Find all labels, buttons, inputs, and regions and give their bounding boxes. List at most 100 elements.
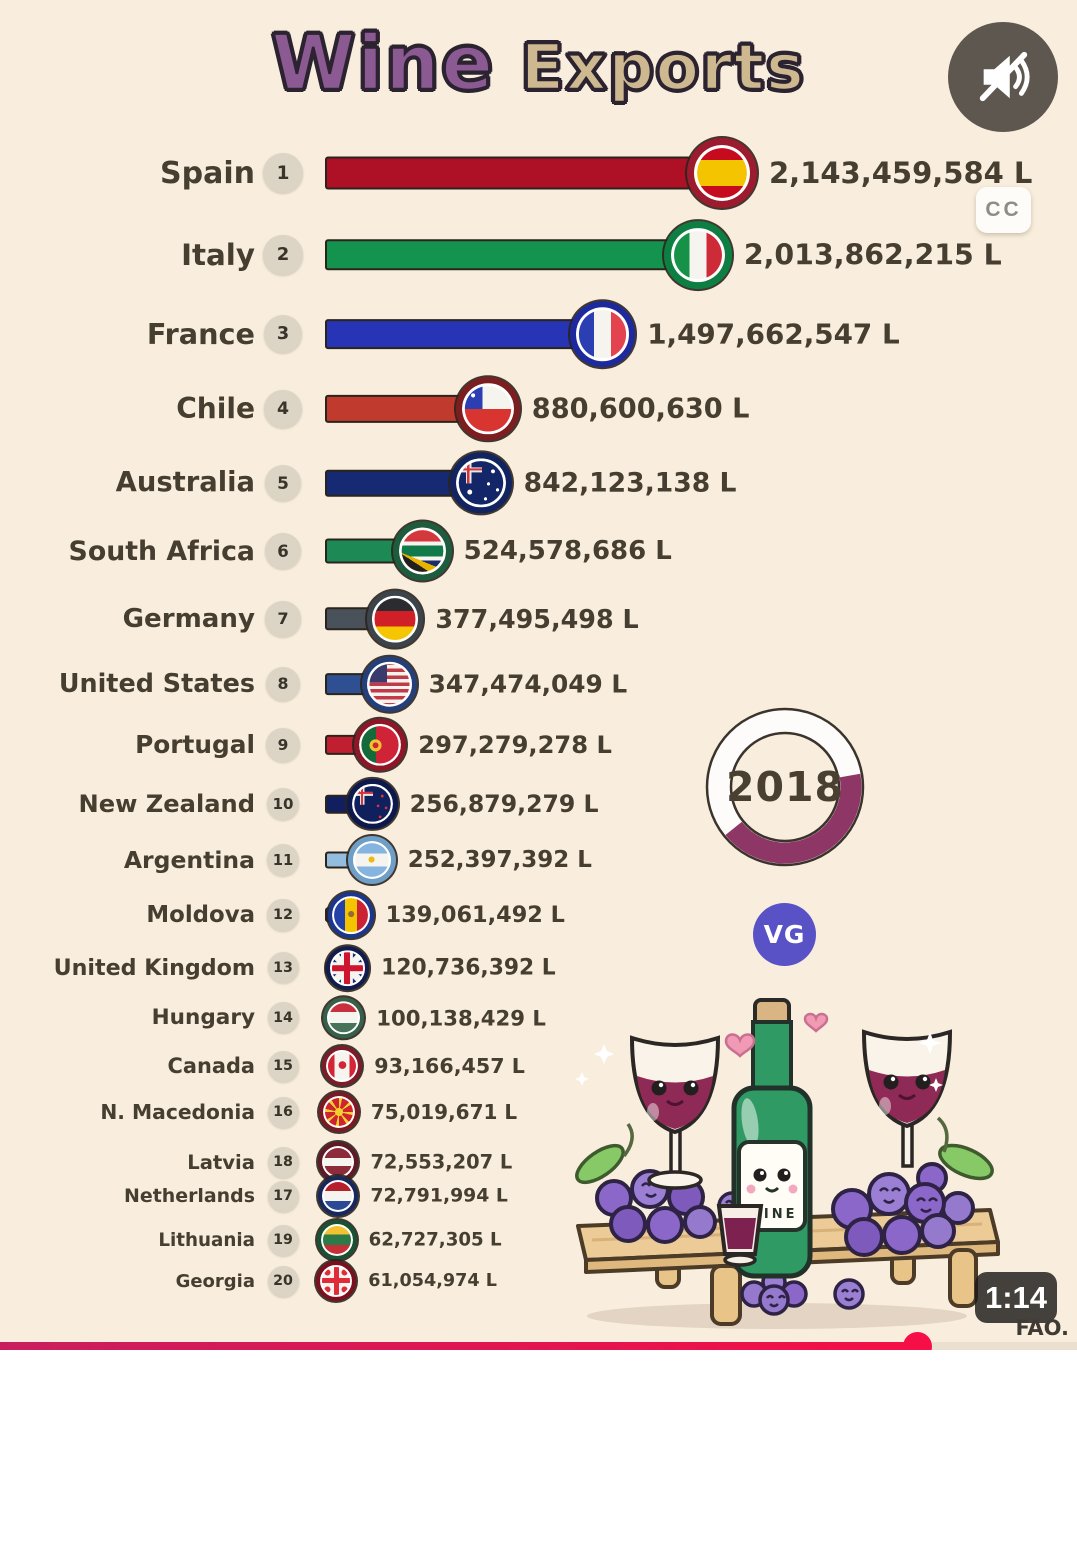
bar-track: 297,279,278 L: [325, 714, 1077, 776]
rank-badge: 11: [267, 844, 299, 876]
rank-badge-wrap: 12: [255, 899, 311, 931]
france-flag-icon: [569, 301, 636, 367]
rank-badge: 19: [267, 1224, 299, 1256]
chart-row: Spain 1 2,143,459,584 L: [0, 133, 1077, 213]
value-label: 2,143,459,584 L: [769, 156, 1033, 190]
chart-row: Portugal 9 297,279,278 L: [0, 714, 1077, 776]
bar-track: 100,138,429 L: [322, 992, 1077, 1043]
italy-flag-icon: [664, 221, 732, 289]
country-label: France: [146, 316, 255, 351]
moldova-flag-icon: [327, 892, 374, 938]
wine-glass-right: [861, 1029, 953, 1168]
rank-badge-wrap: 15: [255, 1050, 311, 1082]
value-label: 75,019,671 L: [370, 1100, 518, 1124]
muted-speaker-icon: [979, 51, 1030, 102]
rank-badge: 20: [267, 1265, 299, 1297]
grape-bunch-right: [831, 1116, 994, 1257]
value-label: 524,578,686 L: [463, 536, 672, 566]
value-label: 100,138,429 L: [376, 1005, 546, 1031]
heart-icons: [724, 1012, 829, 1058]
country-label: South Africa: [68, 535, 255, 567]
country-label: Latvia: [187, 1150, 255, 1174]
country-label: Hungary: [151, 1005, 255, 1031]
wine-cartoon-illustration: WINE: [575, 998, 1000, 1329]
australia-flag-icon: [450, 452, 512, 514]
progress-played: [0, 1342, 918, 1350]
rank-badge-wrap: 18: [255, 1146, 311, 1178]
bar-track: 93,166,457 L: [322, 1041, 1077, 1091]
rank-badge: 9: [266, 728, 300, 762]
rank-badge: 16: [267, 1096, 299, 1128]
rank-badge: 7: [265, 601, 301, 637]
export-bar: [325, 156, 722, 190]
rank-badge: 8: [265, 666, 301, 702]
video-frame[interactable]: Wine Exports Spain 1 2,143,459,584 L Italy 2 2…: [0, 0, 1077, 1361]
value-label: 347,474,049 L: [428, 669, 628, 699]
chart-row: United States 8 347,474,049 L: [0, 652, 1077, 717]
n-macedonia-flag-icon: [318, 1092, 359, 1132]
germany-flag-icon: [366, 590, 424, 648]
value-label: 1,497,662,547 L: [647, 317, 900, 351]
rank-badge: 5: [264, 464, 302, 502]
wine-bottle: WINE: [731, 998, 813, 1279]
mute-button[interactable]: [948, 22, 1058, 132]
rank-badge-wrap: 16: [255, 1096, 311, 1128]
table-shadow: [587, 1303, 967, 1329]
chart-row: Germany 7 377,495,498 L: [0, 586, 1077, 653]
chart-title-word1: Wine: [270, 17, 495, 109]
rank-badge-wrap: 1: [255, 153, 311, 193]
rank-badge: 6: [265, 533, 301, 569]
progress-bar[interactable]: [0, 1342, 1077, 1350]
value-label: 880,600,630 L: [531, 393, 750, 425]
bar-track: 120,736,392 L: [325, 941, 1077, 995]
chart-row: United Kingdom 13 120,736,392 L: [0, 941, 1077, 995]
chart-title-word2: Exports: [520, 30, 806, 106]
rank-badge-wrap: 3: [255, 314, 311, 354]
grapes-below-table: [740, 1269, 865, 1316]
bar-track: 256,879,279 L: [325, 774, 1077, 834]
video-info-bar: VG The Largest Wine Exporters in the Wor…: [0, 1350, 1077, 1550]
rank-badge: 14: [267, 1002, 299, 1034]
rank-badge-wrap: 11: [255, 844, 311, 876]
rank-badge: 2: [263, 235, 303, 275]
rank-badge: 4: [264, 390, 302, 428]
sparkle-icons: [575, 1032, 943, 1092]
rank-badge: 1: [263, 153, 303, 193]
export-bar: [325, 239, 698, 271]
spain-flag-icon: [687, 138, 757, 208]
rank-badge-wrap: 6: [255, 533, 311, 569]
closed-captions-badge[interactable]: CC: [976, 187, 1031, 233]
chart-row: New Zealand 10 256,879,279 L: [0, 774, 1077, 834]
portugal-flag-icon: [353, 718, 407, 772]
chart-row: Argentina 11 252,397,392 L: [0, 831, 1077, 889]
value-label: 62,727,305 L: [368, 1229, 502, 1251]
value-label: 93,166,457 L: [374, 1054, 525, 1078]
chile-flag-icon: [456, 377, 520, 441]
south-africa-flag-icon: [392, 521, 452, 581]
year-progress-donut: [705, 707, 865, 867]
chart-row: South Africa 6 524,578,686 L: [0, 517, 1077, 586]
rank-badge-wrap: 13: [255, 952, 311, 984]
value-label: 61,054,974 L: [368, 1271, 497, 1291]
bar-track: 1,497,662,547 L: [325, 296, 1077, 372]
value-label: 120,736,392 L: [381, 955, 556, 981]
bar-track: 842,123,138 L: [325, 447, 1077, 518]
netherlands-flag-icon: [318, 1176, 359, 1216]
rank-badge: 12: [267, 899, 299, 931]
chart-row: Moldova 12 139,061,492 L: [0, 887, 1077, 943]
bar-track: 72,791,994 L: [318, 1171, 1077, 1221]
latvia-flag-icon: [318, 1142, 359, 1182]
year-label: 2018: [725, 763, 845, 811]
argentina-flag-icon: [347, 836, 396, 884]
country-label: Australia: [115, 467, 255, 499]
chart-row: Italy 2 2,013,862,215 L: [0, 216, 1077, 294]
export-bar: [325, 319, 603, 349]
rank-badge-wrap: 7: [255, 601, 311, 637]
chart-row: Lithuania 19 62,727,305 L: [0, 1215, 1077, 1265]
chart-row: Canada 15 93,166,457 L: [0, 1041, 1077, 1091]
country-label: Netherlands: [124, 1185, 255, 1207]
rank-badge-wrap: 14: [255, 1002, 311, 1034]
country-label: N. Macedonia: [100, 1100, 255, 1124]
country-label: Portugal: [135, 730, 255, 760]
chart-row: Georgia 20 61,054,974 L: [0, 1256, 1077, 1306]
